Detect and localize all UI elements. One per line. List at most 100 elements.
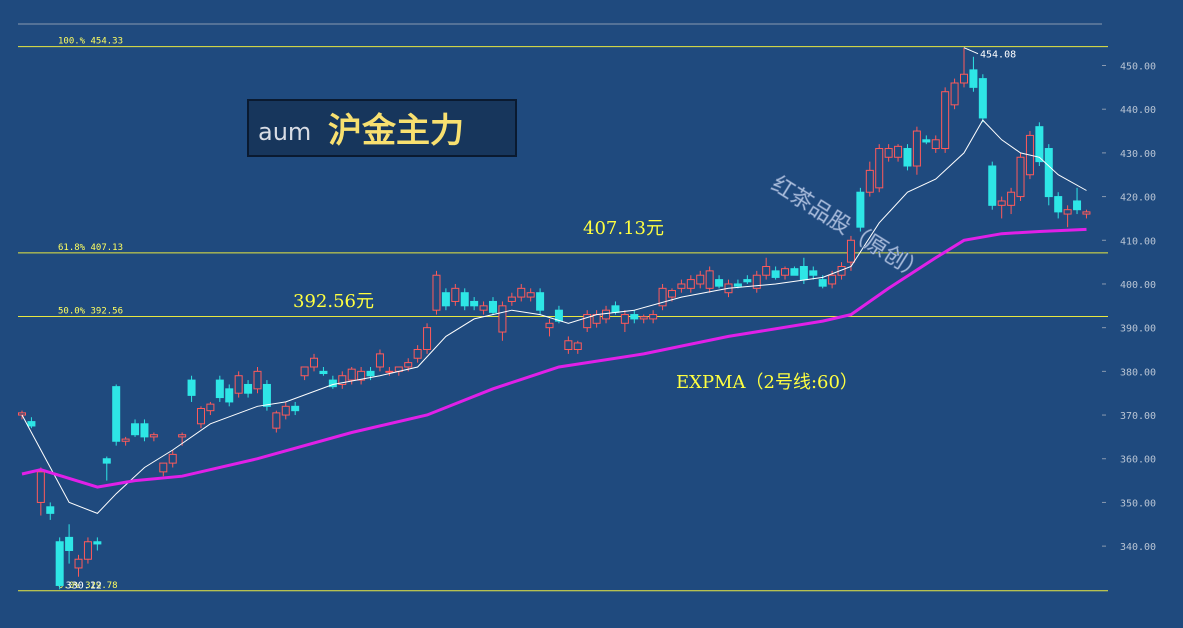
candle-body xyxy=(131,423,140,436)
y-tick-label: 420.00 xyxy=(1120,193,1156,204)
candle-body xyxy=(762,265,771,276)
candle-body xyxy=(564,340,573,351)
candle-body xyxy=(272,412,281,429)
candle-body xyxy=(620,314,629,324)
candle-body xyxy=(856,191,865,228)
candle-body xyxy=(611,305,620,313)
candle-body xyxy=(159,462,168,473)
candle-body xyxy=(366,370,375,377)
candle-body xyxy=(74,558,83,569)
candle-body xyxy=(178,434,187,438)
annotation: 392.56元 xyxy=(293,291,374,312)
candle-body xyxy=(639,316,648,320)
candle-body xyxy=(83,541,92,560)
candle-body xyxy=(36,471,45,503)
y-tick-label: 360.00 xyxy=(1120,455,1156,466)
candle-body xyxy=(1082,211,1091,215)
y-tick-label: 380.00 xyxy=(1120,367,1156,378)
candle-body xyxy=(1016,156,1025,198)
candle-body xyxy=(507,296,516,302)
candle-body xyxy=(498,305,507,333)
candle-body xyxy=(1063,209,1072,215)
indicator-line xyxy=(21,227,1087,489)
candle-body xyxy=(950,82,959,106)
candle-body xyxy=(517,287,526,298)
candle-body xyxy=(545,322,554,329)
candle-body xyxy=(470,300,479,307)
candle-body xyxy=(140,423,149,438)
candle-body xyxy=(121,438,130,442)
y-tick-label: 450.00 xyxy=(1120,62,1156,73)
candle-body xyxy=(291,405,300,412)
candle-body xyxy=(206,403,215,412)
candle-body xyxy=(630,314,639,320)
candle-body xyxy=(733,283,742,287)
candle-body xyxy=(809,270,818,276)
candle-body xyxy=(262,383,271,407)
candle-body xyxy=(941,91,950,150)
candle-body xyxy=(1073,200,1082,211)
chart-title: 沪金主力 xyxy=(328,111,464,151)
candle-body xyxy=(875,148,884,189)
candle-body xyxy=(102,458,111,464)
candle-body xyxy=(667,290,676,298)
candle-body xyxy=(771,270,780,278)
candle-body xyxy=(281,405,290,416)
y-tick-label: 340.00 xyxy=(1120,542,1156,553)
candle-body xyxy=(865,169,874,193)
candle-body xyxy=(1035,126,1044,163)
indicator-line xyxy=(21,119,1087,514)
title-box: aum 沪金主力 xyxy=(247,99,517,157)
candle-body xyxy=(743,279,752,283)
candle-body xyxy=(27,421,36,427)
candle-body xyxy=(988,165,997,206)
annotation: 407.13元 xyxy=(583,218,664,239)
candle-body xyxy=(658,287,667,307)
candle-body xyxy=(526,292,535,298)
high-pointer xyxy=(963,47,979,55)
candle-body xyxy=(347,368,356,381)
candle-body xyxy=(602,309,611,320)
candle-body xyxy=(441,292,450,307)
candle-body xyxy=(912,130,921,167)
candle-body xyxy=(65,536,74,551)
candle-body xyxy=(479,305,488,311)
candle-body xyxy=(903,148,912,167)
candle-body xyxy=(253,370,262,390)
candle-body xyxy=(319,370,328,375)
candle-body xyxy=(799,265,808,281)
title-bg xyxy=(247,99,517,157)
candle-body xyxy=(46,506,55,514)
candle-body xyxy=(93,541,102,545)
candle-body xyxy=(705,270,714,289)
candle-body xyxy=(894,145,903,158)
candle-body xyxy=(55,541,64,586)
candle-body xyxy=(244,383,253,394)
candle-body xyxy=(310,357,319,368)
candle-body xyxy=(1007,191,1016,206)
candle-body xyxy=(234,375,243,394)
candle-body xyxy=(752,274,761,289)
candle-body xyxy=(686,279,695,289)
candle-body xyxy=(196,407,205,425)
candle-body xyxy=(460,292,469,307)
candle-body xyxy=(357,370,366,381)
candle-body xyxy=(677,283,686,289)
candle-body xyxy=(649,314,658,320)
candle-body xyxy=(489,300,497,313)
candle-body xyxy=(300,366,309,377)
level-label: 61.8% 407.13 xyxy=(58,243,123,253)
candle-body xyxy=(404,362,413,368)
candle-body xyxy=(451,287,460,302)
candle-body xyxy=(828,274,837,285)
y-tick-label: 350.00 xyxy=(1120,498,1156,509)
candle-body xyxy=(960,73,968,84)
candle-body xyxy=(573,342,582,351)
level-label: 50.0% 392.56 xyxy=(58,306,123,316)
candle-body xyxy=(168,453,177,464)
y-tick-label: 400.00 xyxy=(1120,280,1156,291)
y-tick-label: 440.00 xyxy=(1120,105,1156,116)
candle-body xyxy=(112,386,121,442)
candle-body xyxy=(413,349,422,359)
